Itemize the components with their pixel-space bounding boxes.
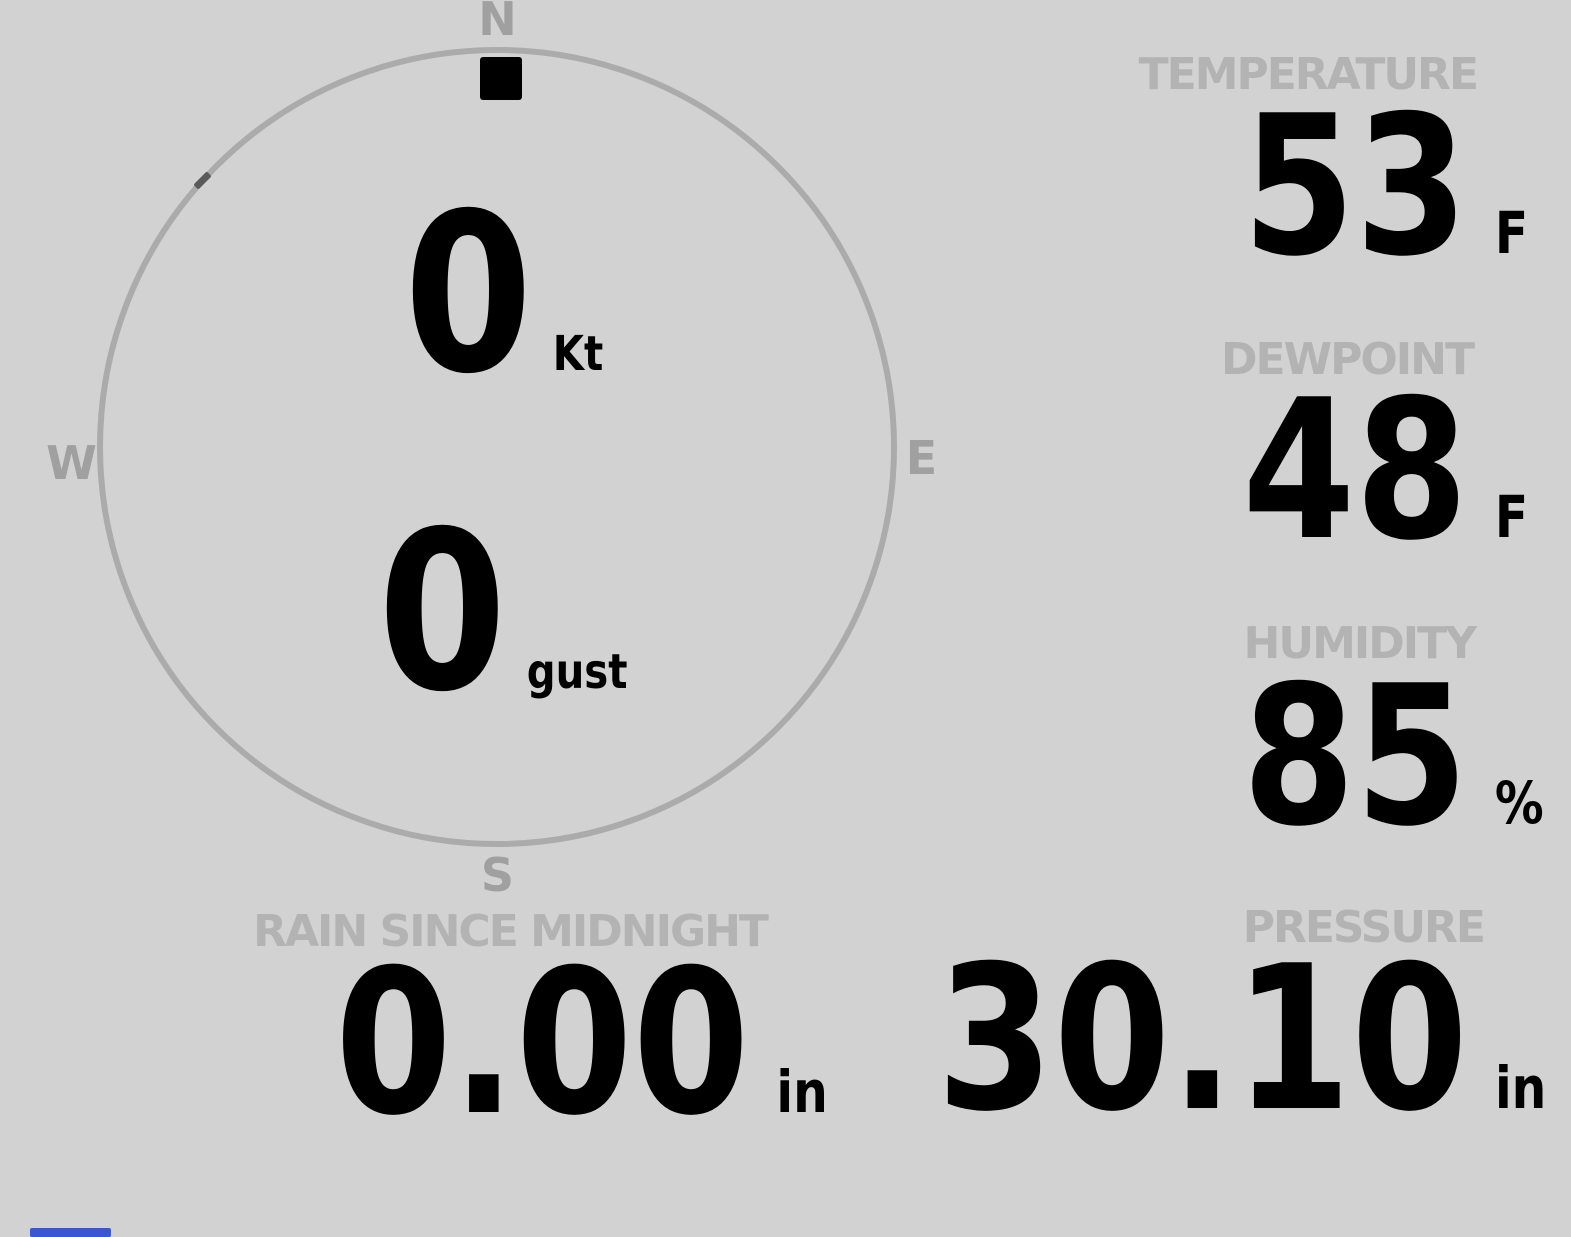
compass-west-label: W bbox=[46, 436, 97, 490]
temperature-unit: F bbox=[1495, 199, 1529, 267]
dewpoint-unit: F bbox=[1495, 483, 1529, 551]
wind-speed-unit: Kt bbox=[552, 326, 604, 382]
humidity-label: HUMIDITY bbox=[1243, 618, 1477, 669]
compass-ring bbox=[97, 47, 897, 847]
rain-since-midnight-readout: 0.00 in bbox=[335, 944, 828, 1144]
wind-gust-readout: 0 gust bbox=[378, 502, 628, 722]
pressure-value: 30.10 bbox=[937, 923, 1469, 1156]
temperature-value: 53 bbox=[1242, 74, 1469, 299]
rain-since-midnight-unit: in bbox=[776, 1058, 828, 1126]
compass-east-label: E bbox=[905, 431, 937, 485]
dewpoint-value: 48 bbox=[1242, 358, 1469, 583]
temperature-label: TEMPERATURE bbox=[1138, 49, 1479, 100]
pressure-readout: 30.10 in bbox=[937, 940, 1560, 1140]
wind-gust-unit: gust bbox=[526, 644, 628, 700]
rain-since-midnight-label: RAIN SINCE MIDNIGHT bbox=[253, 906, 769, 957]
wind-speed-readout: 0 Kt bbox=[404, 184, 603, 404]
rain-since-midnight-value: 0.00 bbox=[335, 927, 750, 1160]
wind-gust-value: 0 bbox=[378, 484, 507, 740]
humidity-unit: % bbox=[1495, 769, 1545, 837]
bottom-bar bbox=[30, 1228, 111, 1237]
compass-north-label: N bbox=[478, 0, 516, 46]
dewpoint-label: DEWPOINT bbox=[1221, 334, 1475, 385]
dewpoint-readout: 48 F bbox=[1243, 374, 1560, 567]
compass-south-label: S bbox=[480, 848, 514, 902]
wind-speed-value: 0 bbox=[404, 166, 533, 422]
pressure-unit: in bbox=[1495, 1054, 1547, 1122]
temperature-readout: 53 F bbox=[1243, 90, 1560, 283]
humidity-readout: 85 % bbox=[1243, 660, 1560, 853]
humidity-value: 85 bbox=[1242, 644, 1469, 869]
wind-direction-marker-icon bbox=[480, 57, 522, 100]
pressure-label: PRESSURE bbox=[1242, 902, 1486, 953]
